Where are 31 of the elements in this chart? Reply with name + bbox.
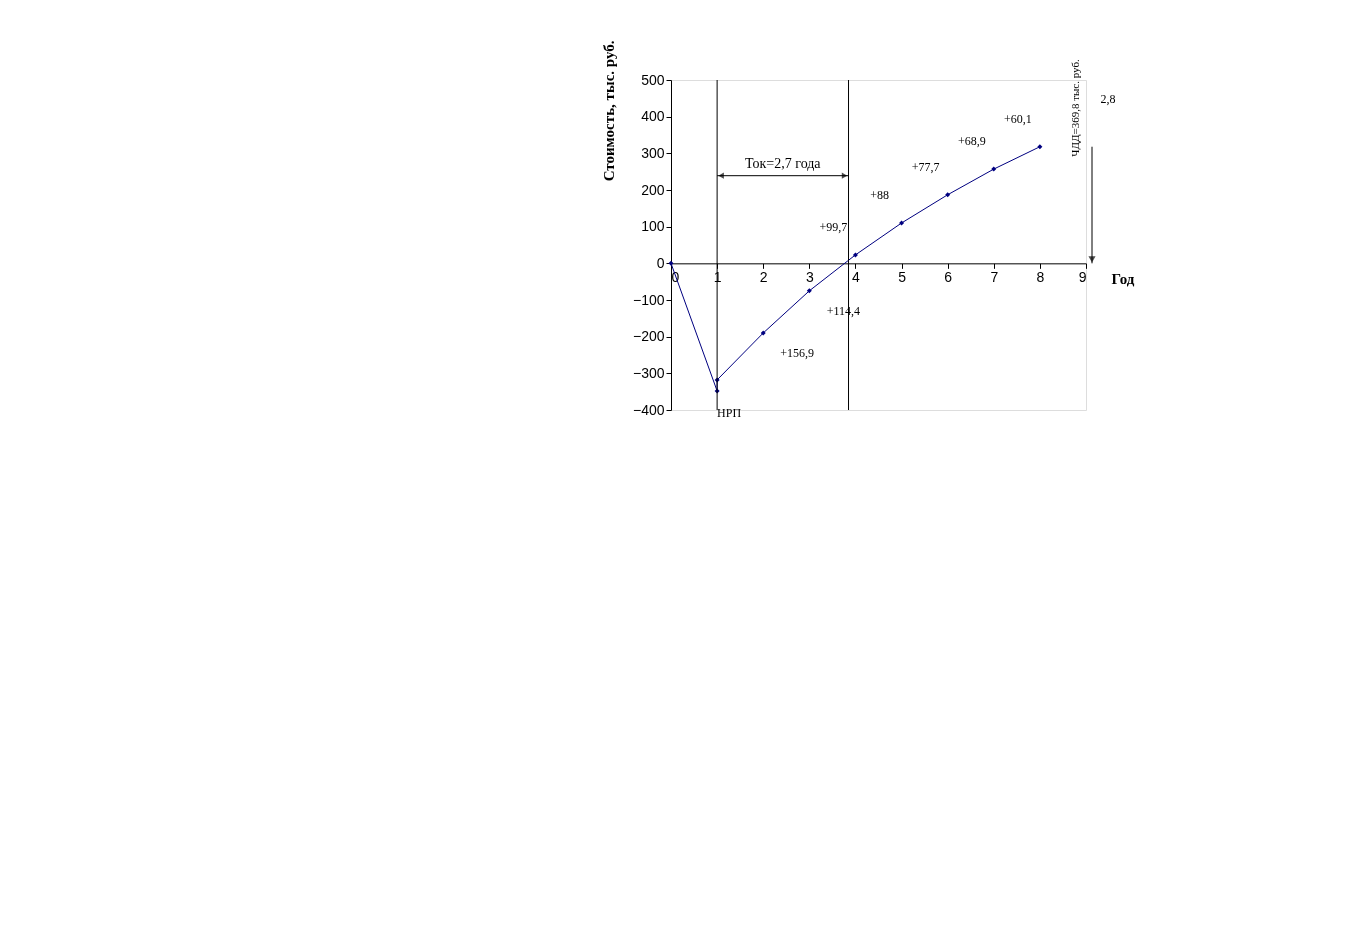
y-tick-label: −200 [632, 328, 665, 345]
x-tick-label: 5 [898, 268, 907, 285]
y-tick-label: 200 [641, 181, 665, 198]
annotation: НРП [717, 405, 742, 420]
x-tick-label: 3 [805, 268, 814, 285]
annotation: +88 [870, 188, 889, 202]
x-tick-label: 9 [1078, 268, 1087, 285]
x-axis-title: Год [1111, 270, 1135, 287]
x-tick-label: 7 [990, 268, 999, 285]
y-axis-title: Стоимость, тыс. руб. [600, 40, 617, 182]
text: 2,8 [1100, 91, 1116, 106]
annotation: +99,7 [819, 219, 848, 234]
annotation: +60,1 [1004, 111, 1032, 126]
annotation: ЧДД=369,8 тыс. руб. [1069, 58, 1081, 157]
y-tick-label: 100 [641, 218, 665, 235]
x-tick-label: 4 [852, 268, 861, 285]
annotation: +156,9 [780, 346, 815, 360]
x-tick-label: 8 [1036, 268, 1045, 285]
y-tick-label: −100 [632, 291, 665, 308]
annotation: Ток=2,7 года [745, 155, 822, 171]
y-tick-label: 400 [641, 108, 665, 125]
y-tick-label: −400 [632, 401, 665, 418]
annotation: +68,9 [957, 134, 986, 149]
x-tick-label: 2 [759, 268, 768, 285]
y-tick-label: 300 [641, 144, 665, 161]
y-tick-label: −300 [632, 364, 665, 381]
x-tick-label: 0 [671, 268, 680, 285]
x-tick-label: 6 [944, 268, 953, 285]
y-tick-label: 0 [656, 254, 665, 271]
annotation: +77,7 [911, 159, 940, 174]
y-tick-label: 500 [641, 71, 665, 88]
